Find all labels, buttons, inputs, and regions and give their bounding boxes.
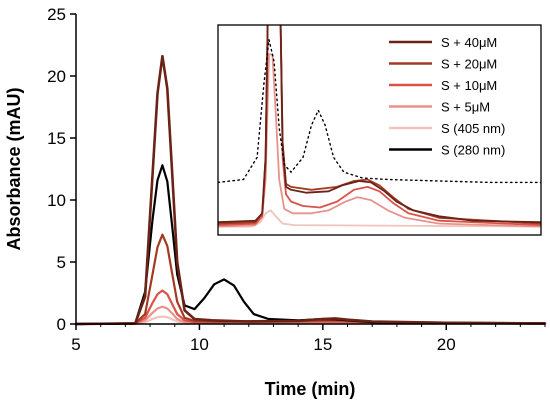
x-axis-title: Time (min) [265, 379, 356, 399]
legend-label: S + 20μM [441, 57, 497, 72]
main-series-group [74, 54, 547, 326]
y-tick-label: 5 [57, 253, 66, 272]
y-tick-label: 15 [47, 129, 66, 148]
y-tick-label: 25 [47, 5, 66, 24]
y-tick-group: 0 5 10 15 20 25 [47, 5, 76, 334]
x-tick-label: 5 [71, 335, 80, 354]
inset-series-line [218, 25, 541, 224]
main-series-line [74, 54, 547, 326]
inset-series-group [218, 25, 541, 228]
legend-label: S (280 nm) [441, 143, 505, 158]
inset-series-line [218, 53, 541, 228]
y-axis-title: Absorbance (mAU) [4, 87, 24, 250]
main-series-line [74, 289, 547, 326]
x-tick-label: 15 [313, 335, 332, 354]
inset-plot: S + 40μM S + 20μM S + 10μM S + 5μM S (405 nm… [217, 24, 542, 236]
x-tick-label: 10 [190, 335, 209, 354]
legend-label: S + 10μM [441, 78, 497, 93]
inset-frame [217, 24, 542, 236]
inset-series-line [218, 39, 541, 184]
y-tick-label: 10 [47, 191, 66, 210]
y-tick-label: 0 [57, 315, 66, 334]
legend: S + 40μM S + 20μM S + 10μM S + 5μM S (405 nm… [389, 35, 505, 158]
legend-label: S (405 nm) [441, 121, 505, 136]
y-tick-label: 20 [47, 67, 66, 86]
x-tick-label: 20 [437, 335, 456, 354]
legend-label: S + 5μM [441, 100, 490, 115]
legend-label: S + 40μM [441, 35, 497, 50]
x-tick-group: 5 10 15 20 [71, 324, 546, 354]
